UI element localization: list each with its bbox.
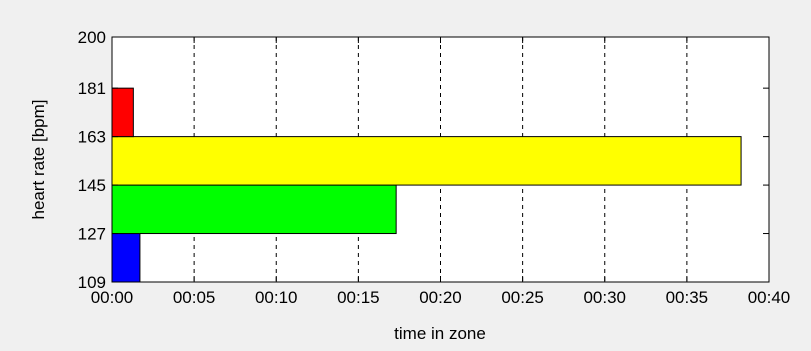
bars bbox=[111, 87, 742, 283]
x-axis-title: time in zone bbox=[394, 324, 486, 343]
y-tick-label: 145 bbox=[78, 176, 106, 195]
bar-zone-145-163 bbox=[111, 136, 742, 186]
x-tick-label: 00:15 bbox=[337, 288, 380, 307]
y-axis-title: heart rate [bpm] bbox=[29, 99, 48, 219]
x-tick-label: 00:20 bbox=[419, 288, 462, 307]
x-tick-label: 00:25 bbox=[501, 288, 544, 307]
x-tick-label: 00:10 bbox=[255, 288, 298, 307]
y-tick-label: 181 bbox=[78, 79, 106, 98]
x-tick-label: 00:00 bbox=[91, 288, 134, 307]
x-tick-label: 00:40 bbox=[748, 288, 791, 307]
x-tick-label: 00:35 bbox=[666, 288, 709, 307]
bar-zone-109-127 bbox=[111, 233, 141, 283]
bar-zone-163-181 bbox=[111, 87, 134, 138]
y-tick-label: 163 bbox=[78, 128, 106, 147]
x-axis-ticks: 00:00 00:05 00:10 00:15 00:20 00:25 00:30 00:35… bbox=[91, 37, 791, 307]
x-tick-label: 00:30 bbox=[583, 288, 626, 307]
bar-zone-127-145 bbox=[111, 184, 397, 235]
x-tick-label: 00:05 bbox=[173, 288, 216, 307]
y-tick-label: 127 bbox=[78, 225, 106, 244]
y-axis-ticks: 109 127 145 163 181 200 bbox=[78, 28, 769, 292]
y-tick-label: 109 bbox=[78, 273, 106, 292]
y-tick-label: 200 bbox=[78, 28, 106, 47]
